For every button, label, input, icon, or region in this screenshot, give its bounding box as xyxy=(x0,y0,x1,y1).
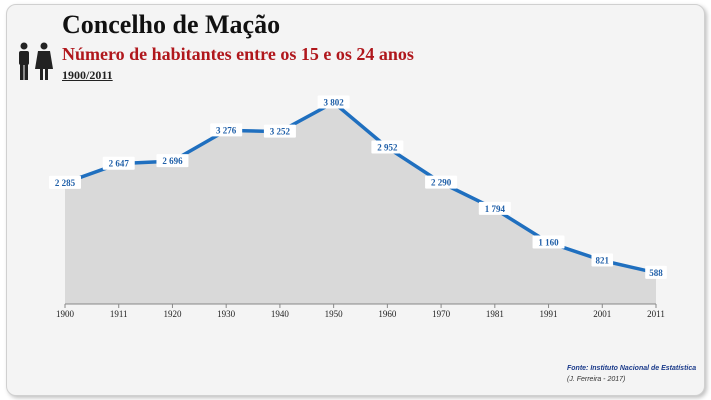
data-label: 2 696 xyxy=(156,154,189,168)
svg-text:2 285: 2 285 xyxy=(55,178,76,188)
x-tick-label: 1940 xyxy=(271,309,290,319)
svg-text:588: 588 xyxy=(649,268,663,278)
x-tick-label: 1930 xyxy=(217,309,236,319)
data-label: 3 276 xyxy=(210,123,243,137)
man-woman-icon xyxy=(19,42,53,80)
svg-text:2 952: 2 952 xyxy=(377,143,398,153)
data-label: 2 647 xyxy=(102,156,135,170)
data-label: 2 290 xyxy=(425,175,458,189)
svg-text:3 802: 3 802 xyxy=(324,97,345,107)
chart-subtitle: Número de habitantes entre os 15 e os 24… xyxy=(62,44,414,64)
svg-text:2 647: 2 647 xyxy=(109,159,130,169)
data-label: 1 160 xyxy=(532,235,565,249)
data-label: 588 xyxy=(645,265,667,279)
x-tick-label: 2011 xyxy=(647,309,665,319)
x-tick-label: 1960 xyxy=(378,309,397,319)
svg-text:1 160: 1 160 xyxy=(538,238,559,248)
svg-text:3 276: 3 276 xyxy=(216,125,237,135)
svg-text:2 290: 2 290 xyxy=(431,178,452,188)
data-label: 821 xyxy=(591,253,614,267)
x-tick-label: 1991 xyxy=(540,309,558,319)
area-fill xyxy=(65,102,656,304)
data-label: 3 252 xyxy=(263,124,296,138)
svg-text:3 252: 3 252 xyxy=(270,127,291,137)
x-tick-label: 1900 xyxy=(56,309,75,319)
x-tick-label: 1911 xyxy=(110,309,128,319)
svg-text:821: 821 xyxy=(596,255,610,265)
svg-text:1 794: 1 794 xyxy=(485,204,506,214)
svg-text:2 696: 2 696 xyxy=(162,156,183,166)
data-label: 3 802 xyxy=(317,95,350,109)
x-tick-label: 2001 xyxy=(593,309,611,319)
x-tick-label: 1970 xyxy=(432,309,451,319)
author-note: (J. Ferreira - 2017) xyxy=(567,376,626,383)
period-label: 1900/2011 xyxy=(62,68,113,82)
source-note: Fonte: Instituto Nacional de Estatística xyxy=(567,365,697,372)
data-label: 2 952 xyxy=(371,140,404,154)
page-title: Concelho de Mação xyxy=(62,10,281,39)
x-tick-label: 1981 xyxy=(486,309,504,319)
x-tick-label: 1950 xyxy=(325,309,344,319)
data-label: 2 285 xyxy=(49,175,81,189)
x-tick-label: 1920 xyxy=(163,309,182,319)
data-label: 1 794 xyxy=(478,201,511,215)
